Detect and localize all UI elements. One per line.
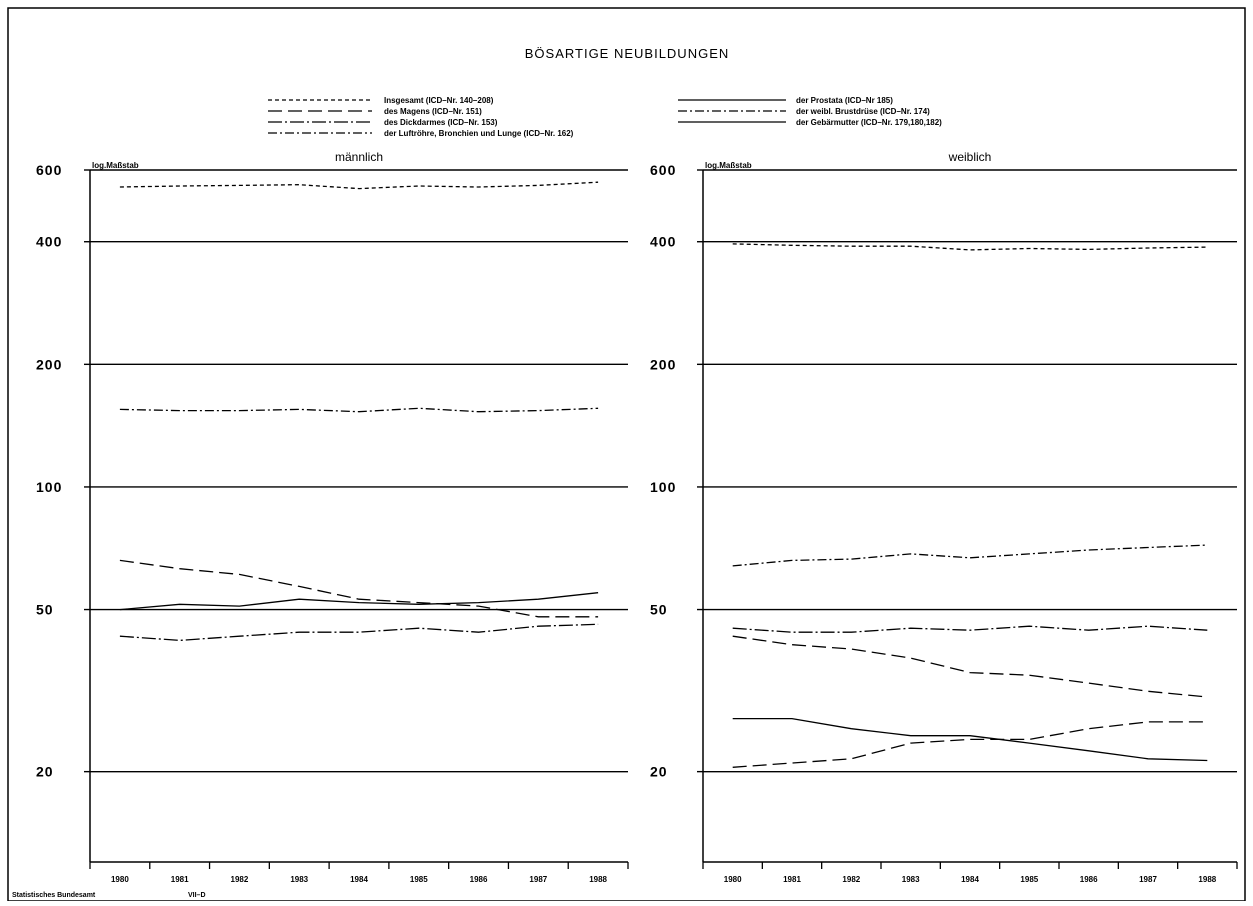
legend-item-label: des Dickdarmes (ICD–Nr. 153) <box>384 118 498 127</box>
x-tick-label: 1984 <box>350 875 368 884</box>
legend-item-label: der weibl. Brustdrüse (ICD–Nr. 174) <box>796 107 930 116</box>
source-code: VII–D <box>188 892 206 899</box>
series-line <box>119 592 599 611</box>
y-tick-label: 20 <box>36 764 54 780</box>
x-tick-label: 1986 <box>470 875 488 884</box>
panel-title: weiblich <box>948 150 992 164</box>
legend-item-label: der Prostata (ICD–Nr 185) <box>796 96 893 105</box>
x-tick-label: 1985 <box>1020 875 1038 884</box>
panel-title: männlich <box>335 150 383 164</box>
source-label: Statistisches Bundesamt <box>12 892 96 899</box>
y-tick-label: 200 <box>650 356 676 372</box>
outer-frame <box>7 7 1246 902</box>
series-line <box>119 181 599 190</box>
legend-right: der Prostata (ICD–Nr 185) der weibl. Brus… <box>678 96 942 127</box>
y-tick-label: 600 <box>650 162 676 178</box>
y-tick-label: 400 <box>36 234 62 250</box>
x-tick-label: 1983 <box>902 875 920 884</box>
panel-maennlich: männlich log.Maßstab 20 50 100 200 400 600 1980 1… <box>36 150 629 884</box>
y-tick-label: 600 <box>36 162 62 178</box>
x-tick-label: 1981 <box>783 875 801 884</box>
y-tick-label: 50 <box>650 602 668 618</box>
x-tick-label: 1982 <box>231 875 249 884</box>
series-line <box>732 625 1208 633</box>
legend-left: Insgesamt (ICD–Nr. 140–208) des Magens (I… <box>268 96 574 138</box>
x-tick-label: 1980 <box>724 875 742 884</box>
series-line <box>732 717 1208 762</box>
y-tick-label: 50 <box>36 602 54 618</box>
series-line <box>119 407 599 413</box>
series-line <box>732 721 1208 768</box>
legend-item-label: des Magens (ICD–Nr. 151) <box>384 107 482 116</box>
y-scale-label: log.Maßstab <box>92 161 139 170</box>
x-tick-label: 1982 <box>842 875 860 884</box>
legend-item-label: der Luftröhre, Bronchien und Lunge (ICD–… <box>384 129 574 138</box>
x-tick-label: 1987 <box>529 875 547 884</box>
series-line <box>732 635 1208 698</box>
x-tick-label: 1983 <box>290 875 308 884</box>
y-tick-label: 100 <box>650 479 676 495</box>
series-line <box>732 243 1208 251</box>
x-tick-label: 1986 <box>1080 875 1098 884</box>
series-line <box>119 559 599 618</box>
y-tick-label: 20 <box>650 764 668 780</box>
x-tick-label: 1984 <box>961 875 979 884</box>
y-tick-label: 400 <box>650 234 676 250</box>
x-tick-label: 1988 <box>1198 875 1216 884</box>
x-tick-label: 1980 <box>111 875 129 884</box>
x-tick-label: 1985 <box>410 875 428 884</box>
legend-item-label: der Gebärmutter (ICD–Nr. 179,180,182) <box>796 118 942 127</box>
y-tick-label: 100 <box>36 479 62 495</box>
y-tick-label: 200 <box>36 356 62 372</box>
x-tick-label: 1987 <box>1139 875 1157 884</box>
x-tick-label: 1988 <box>589 875 607 884</box>
y-scale-label: log.Maßstab <box>705 161 752 170</box>
panel-weiblich: weiblich log.Maßstab 20 50 100 200 400 600 1980 1… <box>650 150 1238 884</box>
x-tick-label: 1981 <box>171 875 189 884</box>
series-line <box>732 544 1208 567</box>
legend-item-label: Insgesamt (ICD–Nr. 140–208) <box>384 96 494 105</box>
chart-title: BÖSARTIGE NEUBILDUNGEN <box>525 46 730 61</box>
series-line <box>119 623 599 642</box>
